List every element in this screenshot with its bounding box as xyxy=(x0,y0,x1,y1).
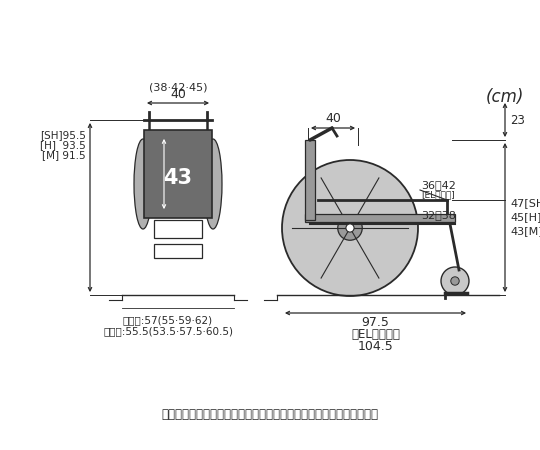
Text: 47[SH]: 47[SH] xyxy=(510,198,540,208)
Text: 23: 23 xyxy=(510,113,525,126)
Ellipse shape xyxy=(204,139,222,229)
Text: [M] 91.5: [M] 91.5 xyxy=(42,150,86,160)
Bar xyxy=(305,214,455,222)
Text: 43: 43 xyxy=(164,168,192,188)
Text: 32〜38: 32〜38 xyxy=(421,210,456,220)
Text: 43[M]: 43[M] xyxy=(510,226,540,237)
Bar xyxy=(305,140,315,220)
Text: (cm): (cm) xyxy=(486,88,524,106)
Text: 40: 40 xyxy=(325,112,341,125)
Circle shape xyxy=(451,277,459,285)
Circle shape xyxy=(441,267,469,295)
Text: 自走用:57(55·59·62): 自走用:57(55·59·62) xyxy=(123,315,213,325)
Bar xyxy=(154,244,202,258)
Text: 104.5: 104.5 xyxy=(357,340,393,353)
Ellipse shape xyxy=(134,139,152,229)
Text: 97.5: 97.5 xyxy=(362,316,389,329)
Text: 36〜42: 36〜42 xyxy=(421,180,456,190)
Text: [SH]95.5: [SH]95.5 xyxy=(40,130,86,140)
Text: 【ELタイプ】: 【ELタイプ】 xyxy=(351,328,400,341)
Circle shape xyxy=(346,224,354,232)
Text: 40: 40 xyxy=(170,88,186,101)
Circle shape xyxy=(282,160,418,296)
Bar xyxy=(154,220,202,238)
Text: [ELタイプ]: [ELタイプ] xyxy=(421,190,455,199)
Text: 45[H]: 45[H] xyxy=(510,212,540,222)
Text: ＊各寸法には、シート・シートクッション等の厚みは含まれません。: ＊各寸法には、シート・シートクッション等の厚みは含まれません。 xyxy=(161,409,379,422)
Text: [H]  93.5: [H] 93.5 xyxy=(40,140,86,150)
Text: 介助用:55.5(53.5·57.5·60.5): 介助用:55.5(53.5·57.5·60.5) xyxy=(103,326,233,336)
Text: (38·42·45): (38·42·45) xyxy=(148,82,207,92)
Circle shape xyxy=(338,216,362,240)
Bar xyxy=(144,130,212,218)
